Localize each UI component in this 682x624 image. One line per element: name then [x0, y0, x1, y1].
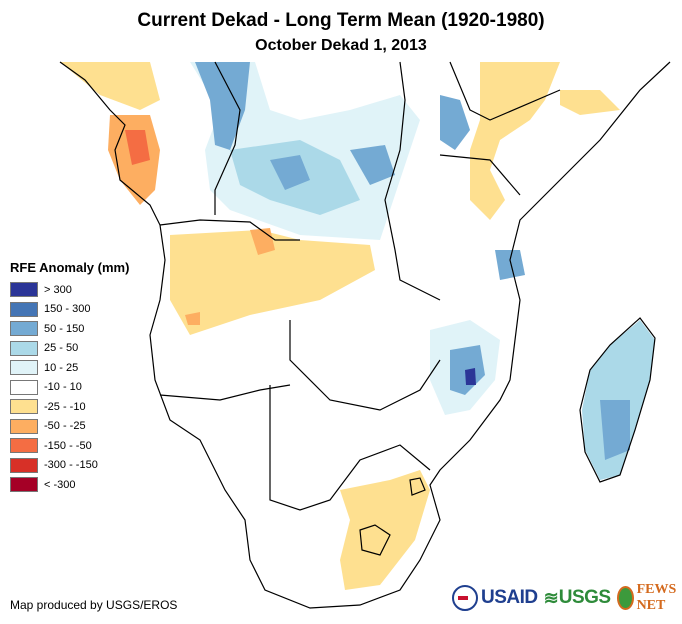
anomaly-region-dry-west-2 — [60, 62, 160, 110]
legend-swatch — [10, 360, 38, 376]
madagascar-outline — [579, 317, 656, 483]
usaid-seal-icon — [452, 585, 478, 611]
legend-label: -10 - 10 — [44, 381, 82, 394]
legend-swatch — [10, 321, 38, 337]
usaid-logo-text: USAID — [481, 587, 538, 608]
anomaly-region-wet-east-2 — [495, 250, 525, 280]
border-3 — [159, 384, 291, 401]
legend-item: -300 - -150 — [10, 456, 129, 476]
border-8 — [439, 154, 521, 196]
legend-swatch — [10, 399, 38, 415]
usaid-logo: USAID — [452, 585, 538, 611]
legend-item: -25 - -10 — [10, 397, 129, 417]
border-1 — [159, 219, 300, 241]
usgs-logo-text: USGS — [558, 587, 611, 608]
anomaly-shading — [60, 62, 655, 590]
anomaly-region-dry-east-2 — [560, 90, 620, 115]
map-title: Current Dekad - Long Term Mean (1920-198… — [137, 10, 545, 31]
legend-item: -10 - 10 — [10, 378, 129, 398]
country-borders — [59, 61, 671, 609]
anomaly-region-wet-central-2 — [195, 62, 250, 150]
fewsnet-logo-text: FEWS NET — [636, 582, 677, 613]
legend-label: -150 - -50 — [44, 439, 92, 452]
legend-label: 150 - 300 — [44, 303, 91, 316]
border-7 — [449, 61, 561, 121]
legend-label: -50 - -25 — [44, 420, 86, 433]
legend-label: 10 - 25 — [44, 361, 79, 374]
legend-label: -300 - -150 — [44, 459, 98, 472]
border-4 — [269, 385, 431, 511]
border-lesotho — [359, 524, 391, 556]
usgs-wave-icon: ≋ — [543, 587, 559, 608]
legend-swatch — [10, 379, 38, 395]
border-5 — [214, 61, 241, 215]
map-subtitle: October Dekad 1, 2013 — [255, 37, 427, 54]
border-2 — [289, 320, 441, 411]
coastline-west — [59, 61, 671, 609]
globe-icon — [616, 586, 634, 610]
anomaly-region-dry-east — [470, 62, 560, 220]
legend-item: < -300 — [10, 475, 129, 495]
legend-item: -50 - -25 — [10, 417, 129, 437]
anomaly-region-dry-angola — [170, 230, 375, 335]
border-6 — [384, 61, 441, 301]
anomaly-map — [59, 61, 671, 609]
legend-swatch — [10, 301, 38, 317]
border-swaziland — [409, 477, 426, 496]
legend-item: 50 - 150 — [10, 319, 129, 339]
anomaly-region-wet-central-4 — [270, 155, 310, 190]
legend-swatch — [10, 418, 38, 434]
credit-text: Map produced by USGS/EROS — [10, 598, 178, 612]
legend-label: 50 - 150 — [44, 322, 85, 335]
anomaly-region-wet-central-5 — [350, 145, 395, 185]
legend: RFE Anomaly (mm) > 300 150 - 300 50 - 150 2… — [10, 260, 129, 495]
legend-swatch — [10, 457, 38, 473]
anomaly-region-wet-east — [440, 95, 470, 150]
anomaly-region-dry-angola-3 — [185, 312, 200, 325]
legend-item: -150 - -50 — [10, 436, 129, 456]
legend-swatch — [10, 282, 38, 298]
anomaly-region-dry-west-3 — [125, 130, 150, 165]
fewsnet-logo: FEWS NET — [616, 582, 682, 614]
legend-item: 150 - 300 — [10, 300, 129, 320]
anomaly-region-wet-madagascar-2 — [600, 400, 630, 460]
legend-item: 25 - 50 — [10, 339, 129, 359]
legend-label: 25 - 50 — [44, 342, 79, 355]
legend-swatch — [10, 340, 38, 356]
legend-label: < -300 — [44, 478, 76, 491]
legend-swatch — [10, 438, 38, 454]
legend-label: -25 - -10 — [44, 400, 86, 413]
anomaly-region-dry-angola-2 — [250, 228, 275, 255]
legend-label: > 300 — [44, 283, 72, 296]
legend-swatch — [10, 477, 38, 493]
legend-title: RFE Anomaly (mm) — [10, 260, 130, 275]
legend-item: > 300 — [10, 280, 129, 300]
legend-item: 10 - 25 — [10, 358, 129, 378]
logos: USAID ≋ USGS FEWS NET — [452, 582, 682, 614]
anomaly-region-wet-mozambique-3 — [465, 368, 476, 385]
usgs-logo: ≋ USGS — [544, 587, 611, 609]
anomaly-region-dry-southafrica — [340, 470, 430, 590]
